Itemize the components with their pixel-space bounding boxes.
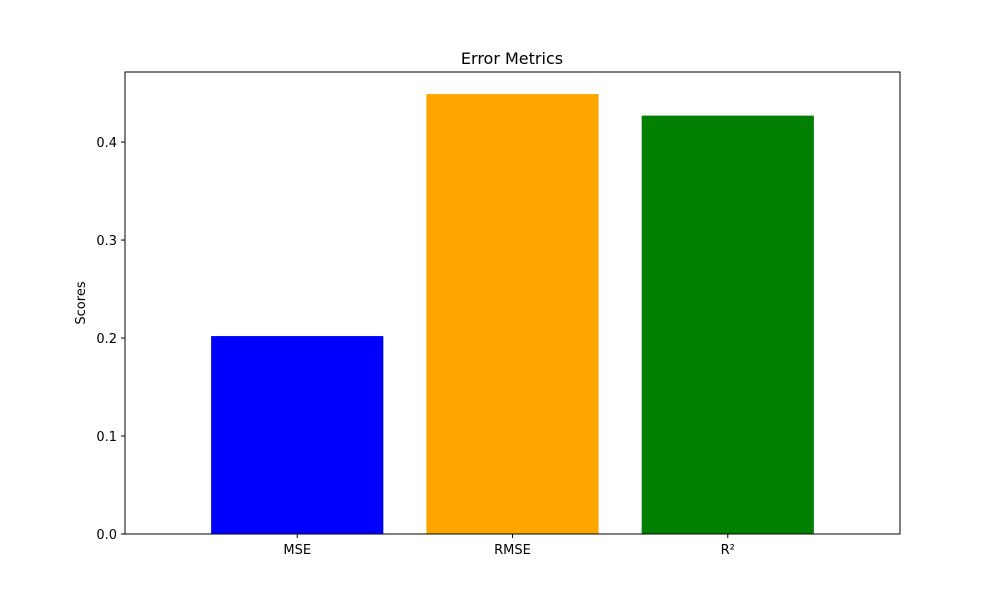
y-tick-label: 0.1 [96, 430, 117, 445]
bar-group [211, 94, 814, 534]
x-tick-label: RMSE [494, 543, 531, 558]
y-tick-label: 0.3 [96, 234, 117, 249]
y-tick-label: 0.2 [96, 332, 117, 347]
bar-1 [211, 336, 384, 534]
bar-2 [426, 94, 599, 534]
y-axis-label: Scores [74, 281, 89, 324]
x-tick-label: R² [721, 543, 735, 558]
x-axis: MSE RMSE R² [283, 534, 735, 558]
bar-3 [641, 115, 814, 534]
y-axis: 0.0 0.1 0.2 0.3 0.4 [96, 136, 125, 543]
y-tick-label: 0.4 [96, 136, 117, 151]
chart-title: Error Metrics [461, 49, 563, 68]
y-tick-label: 0.0 [96, 528, 117, 543]
x-tick-label: MSE [283, 543, 311, 558]
